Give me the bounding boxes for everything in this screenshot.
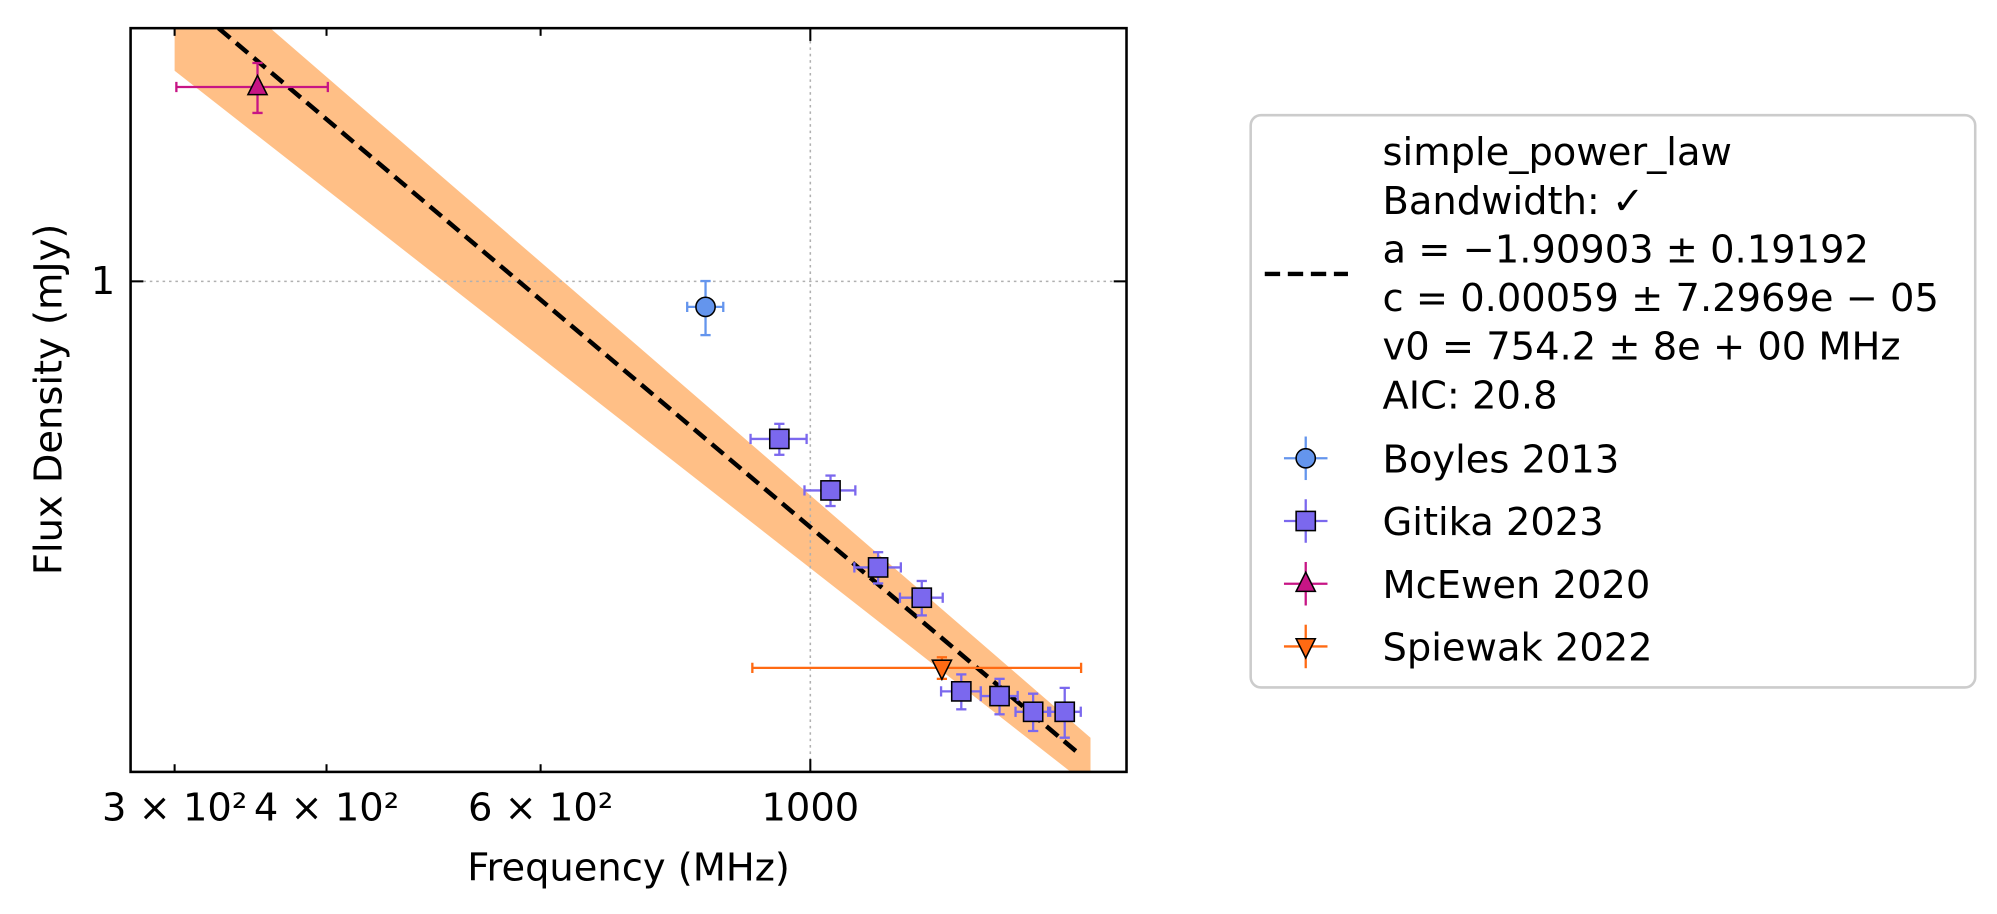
legend-label: Gitika 2023: [1383, 500, 1604, 545]
legend-label: Spiewak 2022: [1383, 626, 1653, 671]
marker: [931, 659, 953, 682]
legend-box: [1249, 113, 1977, 689]
marker: [911, 587, 933, 609]
legend-label: a = −1.90903 ± 0.19192: [1383, 227, 1869, 272]
legend-marker: [1294, 638, 1317, 660]
legend-label: simple_power_law: [1383, 130, 1732, 175]
marker: [1022, 701, 1044, 723]
x-axis-label: Frequency (MHz): [467, 846, 790, 891]
fit-band: [174, 28, 1091, 772]
y-tick-label: 1: [91, 259, 115, 304]
x-tick-label: 1000: [761, 786, 859, 831]
y-axis-label: Flux Density (mJy): [26, 224, 71, 576]
legend-label: Bandwidth: ✓: [1383, 179, 1645, 224]
marker: [1054, 701, 1076, 723]
x-tick-label: 6 × 10²: [468, 786, 613, 831]
marker: [820, 480, 841, 501]
x-tick-label: 4 × 10²: [254, 786, 399, 831]
marker: [246, 73, 269, 96]
plot-frame: [129, 26, 1128, 774]
marker: [768, 428, 790, 450]
legend-label: c = 0.00059 ± 7.2969e − 05: [1383, 276, 1939, 321]
legend-label: AIC: 20.8: [1383, 373, 1558, 418]
plot-area: [130, 28, 1127, 772]
x-tick-label: 3 × 10²: [102, 786, 247, 831]
marker: [950, 681, 972, 702]
legend-marker: [1295, 510, 1317, 532]
legend-label: v0 = 754.2 ± 8e + 00 MHz: [1383, 325, 1901, 370]
marker: [695, 296, 716, 318]
fit-line: [217, 28, 1083, 758]
marker: [989, 685, 1010, 707]
legend-marker: [1294, 570, 1317, 593]
marker: [867, 557, 889, 578]
legend-label: Boyles 2013: [1383, 437, 1620, 482]
legend-marker: [1295, 447, 1317, 469]
axes: 1000 3 × 10² 4 × 10² 6 × 10² 1: [91, 26, 1128, 831]
legend-label: McEwen 2020: [1383, 563, 1651, 608]
